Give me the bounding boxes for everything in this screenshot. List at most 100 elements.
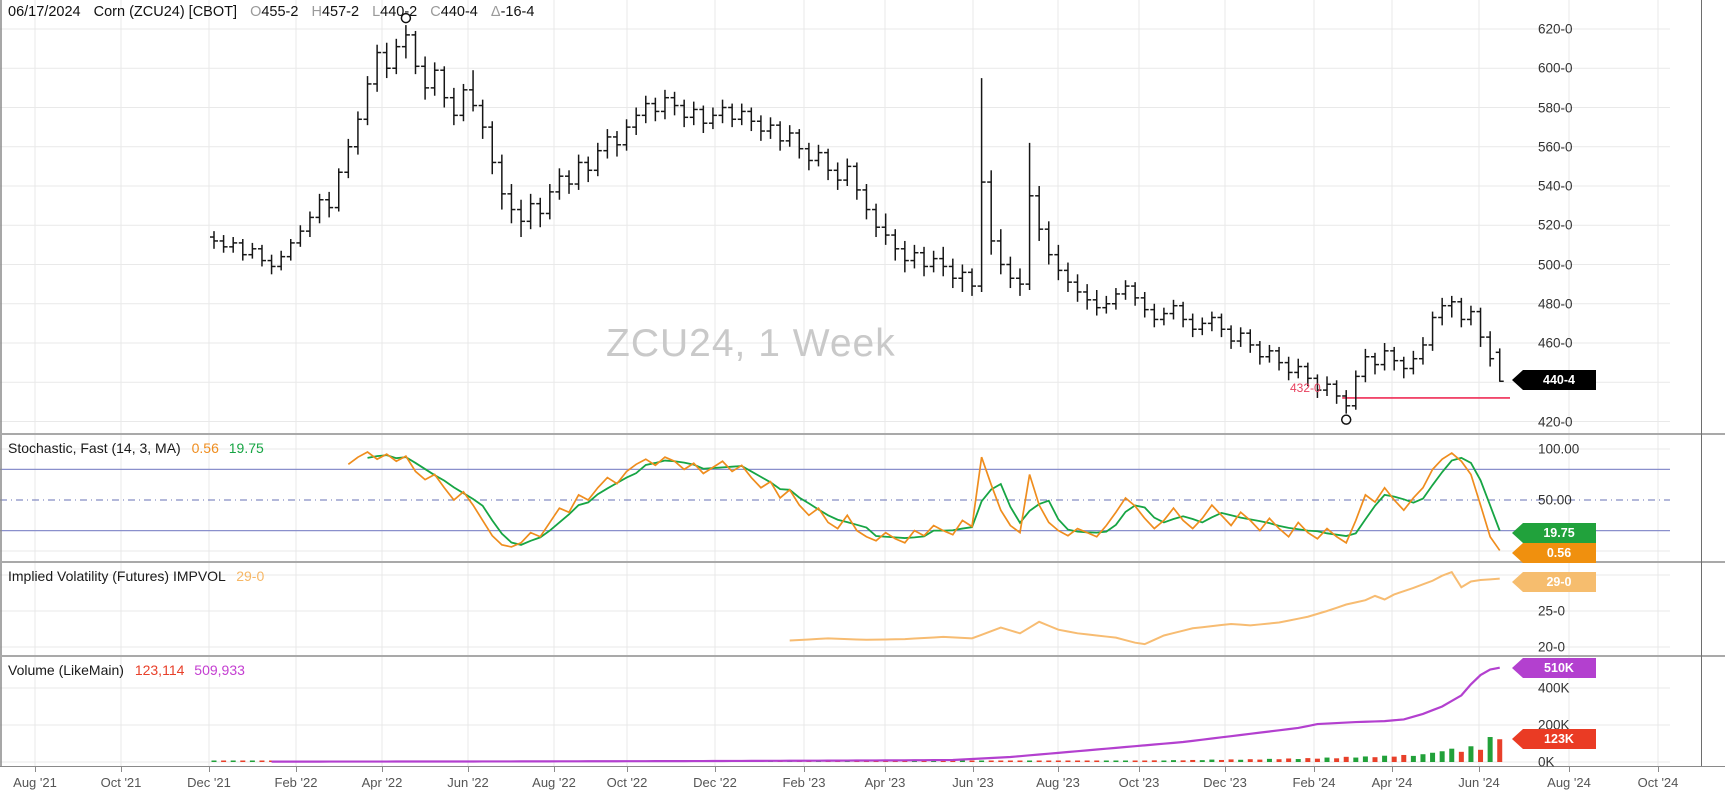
price-stoch-divider[interactable]: [0, 433, 1725, 435]
volume-bar: [1334, 758, 1340, 762]
volume-bar: [1142, 760, 1148, 762]
volume-bar: [1353, 757, 1359, 762]
time-axis[interactable]: Aug '21 Oct '21 Dec '21 Feb '22 Apr '22 Jun '…: [0, 766, 1725, 798]
price-axis-label: 500-0: [1538, 257, 1573, 272]
volume-bar: [1228, 759, 1234, 762]
volume-bar: [1430, 752, 1436, 762]
volume-bar: [1113, 760, 1119, 762]
time-tick: [209, 767, 210, 772]
low-marker-icon: [1340, 414, 1352, 425]
time-axis-label: Jun '23: [952, 775, 994, 790]
oi-value: 509,933: [194, 662, 245, 678]
volume-bar: [1324, 757, 1330, 762]
volume-bar: [1046, 760, 1052, 762]
time-tick: [296, 767, 297, 772]
time-axis-label: Aug '22: [532, 775, 576, 790]
time-axis-label: Dec '21: [187, 775, 231, 790]
impvol-legend-label: Implied Volatility (Futures) IMPVOL: [8, 568, 226, 584]
volume-bar: [1439, 751, 1445, 762]
volume-bar: [1257, 759, 1263, 762]
price-axis-label: 460-0: [1538, 335, 1573, 351]
impvol-tag: 29-0: [1512, 572, 1596, 592]
stoch-impvol-divider[interactable]: [0, 561, 1725, 563]
volume-bar: [221, 760, 227, 762]
volume-bar: [1401, 754, 1407, 762]
plot-area[interactable]: [210, 12, 1510, 763]
volume-bar: [1497, 739, 1503, 762]
volume-bar: [1103, 760, 1109, 762]
time-axis-label: Aug '21: [13, 775, 57, 790]
time-axis-label: Dec '23: [1203, 775, 1247, 790]
impvol-axis-label: 25-0: [1538, 603, 1566, 619]
volume-bar: [979, 760, 985, 762]
impvol-value: 29-0: [236, 568, 265, 584]
low-letter: L: [372, 4, 381, 20]
time-axis-label: Oct '24: [1637, 775, 1679, 790]
impvol-legend[interactable]: Implied Volatility (Futures) IMPVOL 29-0: [8, 568, 264, 584]
volume-bar: [1247, 759, 1253, 762]
volume-bar: [950, 760, 956, 762]
time-axis-label: Oct '23: [1118, 775, 1160, 790]
volume-bar: [1017, 760, 1023, 762]
price-axis-label: 600-0: [1538, 60, 1573, 76]
time-tick: [468, 767, 469, 772]
volume-tag: 123K: [1512, 729, 1596, 749]
volume-bar: [1027, 760, 1033, 762]
volume-axis-label: 200K: [1538, 717, 1570, 733]
time-axis-label: Feb '22: [274, 775, 318, 790]
stochastic-d-value: 19.75: [228, 440, 264, 456]
volume-axis-label: 0K: [1538, 754, 1555, 770]
volume-bar: [240, 760, 246, 762]
stochastic-legend-label: Stochastic, Fast (14, 3, MA): [8, 440, 181, 456]
volume-bar: [1151, 760, 1157, 762]
time-tick: [1314, 767, 1315, 772]
volume-bar: [1161, 760, 1167, 762]
volume-bar: [1449, 748, 1455, 762]
volume-legend-label: Volume (LikeMain): [8, 662, 124, 678]
change-letter: Δ: [490, 4, 501, 20]
time-tick: [1479, 767, 1480, 772]
time-tick: [121, 767, 122, 772]
stochastic-k-value: 0.56: [191, 440, 219, 456]
price-axis-label: 560-0: [1538, 139, 1573, 155]
volume-bar: [1218, 759, 1224, 762]
volume-bar: [1372, 757, 1378, 762]
right-border: [1701, 0, 1702, 766]
time-axis-label: Oct '22: [606, 775, 648, 790]
high-letter: H: [311, 4, 322, 20]
volume-bar: [1314, 758, 1320, 762]
stochastic-legend[interactable]: Stochastic, Fast (14, 3, MA) 0.56 19.75: [8, 440, 264, 456]
time-tick: [35, 767, 36, 772]
stochastic-d-tag: 19.75: [1512, 523, 1596, 543]
change-value: -16-4: [500, 4, 535, 20]
close-value: 440-4: [440, 4, 478, 20]
volume-bar: [1266, 758, 1272, 762]
volume-value: 123,114: [134, 662, 185, 678]
volume-bar: [1295, 759, 1301, 762]
time-tick: [1658, 767, 1659, 772]
header-symbol: Corn (ZCU24) [CBOT]: [93, 4, 238, 20]
time-tick: [554, 767, 555, 772]
volume-legend[interactable]: Volume (LikeMain) 123,114 509,933: [8, 662, 245, 678]
volume-bar: [1238, 759, 1244, 762]
open-letter: O: [250, 4, 262, 20]
low-value: 440-2: [380, 4, 418, 20]
volume-bar: [1420, 754, 1426, 762]
volume-bar: [211, 760, 217, 762]
volume-bar: [1084, 760, 1090, 762]
time-tick: [973, 767, 974, 772]
volume-bar: [1410, 755, 1416, 762]
chart-header: 06/17/2024 Corn (ZCU24) [CBOT] O455-2 H4…: [8, 4, 534, 20]
impvol-volume-divider[interactable]: [0, 655, 1725, 657]
volume-bar: [259, 760, 265, 762]
volume-bar: [1362, 756, 1368, 762]
time-axis-label: Feb '24: [1292, 775, 1336, 790]
volume-bar: [940, 760, 946, 762]
volume-bar: [1036, 760, 1042, 762]
stochastic-k-line: [347, 451, 1501, 551]
time-axis-label: Apr '23: [864, 775, 906, 790]
close-letter: C: [430, 4, 441, 20]
time-axis-label: Apr '24: [1371, 775, 1413, 790]
volume-bar: [1458, 751, 1464, 762]
